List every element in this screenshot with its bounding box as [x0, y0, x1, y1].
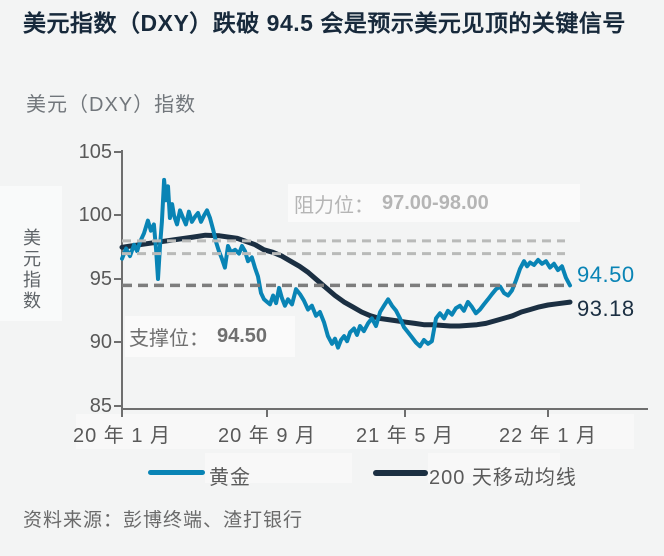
ma200-end-value-label: 93.18: [577, 296, 635, 321]
chart-subtitle: 美元（DXY）指数: [26, 94, 197, 116]
dxy-line: [120, 177, 572, 350]
y-tick-105: 105: [78, 141, 112, 163]
legend-swatch-ma200: [373, 470, 428, 476]
y-tick-marks: [114, 151, 122, 407]
legend-label-dxy: 黄金: [209, 467, 251, 489]
y-tick-100: 100: [78, 204, 112, 226]
resistance-annotation: 阻力位： 97.00-98.00: [288, 184, 580, 222]
legend-swatch-dxy: [148, 470, 205, 475]
y-tick-85: 85: [89, 395, 112, 417]
page-title: 美元指数（DXY）跌破 94.5 会是预示美元见顶的关键信号: [23, 10, 626, 36]
x-tick-jan20: 20 年 1 月: [72, 425, 172, 447]
x-tick-jan22: 22 年 1 月: [498, 425, 598, 447]
x-tick-sep20: 20 年 9 月: [217, 425, 317, 447]
y-tick-95: 95: [89, 268, 112, 290]
ma200-line: [119, 232, 573, 329]
dxy-end-value-label: 94.50: [577, 262, 635, 287]
support-label: 支撑位：: [129, 328, 209, 350]
support-value: 94.50: [217, 325, 268, 347]
resistance-value: 97.00-98.00: [382, 191, 489, 214]
legend-light-panel-2: [428, 453, 560, 483]
legend-label-ma200: 200 天移动均线: [429, 467, 577, 489]
y-tick-90: 90: [89, 331, 112, 353]
legend-light-panel-1: [205, 453, 352, 483]
left-light-panel: [0, 186, 62, 321]
x-tick-marks: [121, 409, 549, 417]
x-tick-may21: 21 年 5 月: [355, 425, 455, 447]
resistance-label: 阻力位：: [294, 194, 374, 217]
y-axis-title: 美元指数: [21, 228, 41, 312]
xaxis-light-panel: [76, 414, 634, 449]
support-annotation: 支撑位： 94.50: [125, 316, 295, 357]
source-note: 资料来源：彭博终端、渣打银行: [23, 510, 304, 531]
